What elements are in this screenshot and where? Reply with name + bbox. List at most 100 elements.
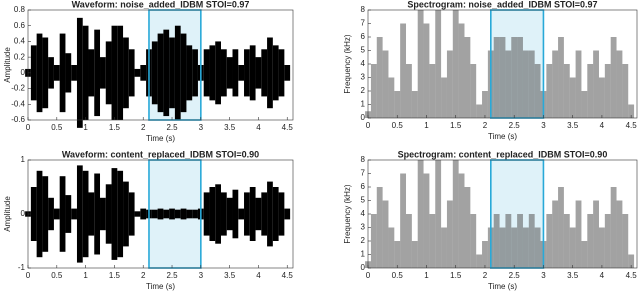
axes-box	[27, 9, 294, 121]
spectral-energy	[628, 104, 635, 118]
spectral-energy	[593, 200, 599, 268]
spectral-energy	[441, 77, 447, 118]
waveform-segment	[42, 176, 49, 252]
waveform-segment	[180, 208, 187, 220]
spectral-energy	[587, 214, 594, 268]
spectral-energy	[394, 241, 401, 268]
x-tick-label: 3.5	[224, 123, 236, 132]
waveform-segment	[76, 17, 83, 128]
x-tick-label: 2.5	[166, 123, 178, 132]
waveform-segment	[117, 170, 124, 258]
y-axis-label: Frequency (kHz)	[343, 34, 352, 93]
spectral-energy	[622, 214, 629, 268]
spectral-energy	[616, 50, 623, 118]
x-tick-label: 1	[83, 271, 88, 280]
waveform-segment	[238, 208, 245, 220]
spectral-energy	[400, 173, 407, 268]
y-tick-label: 2	[361, 236, 366, 245]
y-tick-label: 5	[361, 196, 366, 205]
y-tick-label: 1	[361, 100, 366, 109]
waveform-segment	[244, 49, 250, 97]
spectral-energy	[476, 104, 483, 118]
waveform-segment	[220, 49, 227, 97]
spectral-energy	[534, 64, 541, 118]
spectral-energy	[558, 187, 564, 268]
spectral-energy	[452, 10, 459, 118]
waveform-segment	[151, 209, 158, 219]
waveform-segment	[100, 197, 106, 231]
spectral-energy	[388, 227, 395, 268]
waveform-segment	[232, 189, 239, 239]
spectral-energy	[470, 214, 477, 268]
waveform-segment	[48, 197, 54, 231]
x-tick-label: 1.5	[450, 121, 462, 130]
waveform-segment	[261, 192, 268, 236]
waveform-segment	[59, 176, 66, 252]
waveform-segment	[192, 49, 198, 97]
waveform-segment	[272, 45, 279, 101]
x-tick-label: 3	[199, 271, 204, 280]
waveform-segment	[128, 192, 135, 236]
waveform-segment	[169, 208, 175, 220]
spectral-energy	[370, 64, 377, 118]
y-tick-label: 7	[361, 169, 366, 178]
spectral-energy	[493, 214, 500, 268]
chart-title: Spectrogram: noise_added_IDBM STOI=0.97	[407, 0, 597, 9]
waveform-segment	[88, 192, 95, 236]
y-tick-label: 3	[361, 223, 366, 232]
x-tick-label: 3.5	[567, 271, 579, 280]
spectral-energy	[429, 214, 436, 268]
waveform-segment	[111, 168, 118, 260]
spectral-energy	[505, 50, 512, 118]
spectral-energy	[370, 214, 377, 268]
spectral-energy	[517, 214, 523, 268]
y-tick-label: 0.2	[14, 52, 26, 61]
waveform-segment	[94, 173, 101, 255]
y-tick-label: 6	[361, 182, 366, 191]
x-tick-label: 2.5	[509, 121, 521, 130]
y-tick-label: 0.6	[14, 21, 26, 30]
spectral-energy	[482, 241, 488, 268]
waveform-segment	[36, 170, 43, 258]
waveform-segment	[134, 211, 141, 217]
waveform-segment	[261, 49, 268, 97]
spectral-energy	[499, 37, 506, 118]
spectral-energy	[476, 254, 483, 268]
spectral-energy	[511, 37, 518, 118]
spectral-energy	[499, 227, 506, 268]
y-tick-label: -1	[18, 263, 26, 272]
spectral-energy	[511, 227, 518, 268]
x-tick-label: 4.5	[626, 271, 638, 280]
x-axis-label: Time (s)	[146, 134, 175, 143]
y-tick-label: 7	[361, 19, 366, 28]
waveform-segment	[174, 209, 181, 219]
spectral-energy	[610, 187, 617, 268]
y-tick-label: 5	[361, 46, 366, 55]
x-tick-label: 1	[424, 271, 429, 280]
spectral-energy	[610, 37, 617, 118]
y-tick-label: 0.4	[14, 37, 26, 46]
waveform-segment	[255, 197, 262, 231]
x-tick-label: 2	[141, 123, 146, 132]
waveform-segment	[94, 29, 101, 117]
x-tick-label: 0	[366, 271, 371, 280]
spectral-energy	[587, 64, 594, 118]
x-tick-label: 0.5	[392, 121, 404, 130]
spectral-energy	[452, 160, 459, 268]
y-axis-label: Frequency (kHz)	[343, 184, 352, 243]
spectral-energy	[464, 37, 471, 118]
spectral-energy	[411, 91, 418, 118]
x-tick-label: 4.5	[282, 123, 294, 132]
waveform-segment	[238, 65, 245, 81]
waveform-segment	[203, 192, 210, 236]
waveform-segment	[169, 37, 175, 109]
spectral-energy	[604, 214, 611, 268]
spectral-energy	[569, 227, 576, 268]
waveform-segment	[157, 208, 164, 220]
waveform-segment	[192, 209, 198, 219]
x-tick-label: 1.5	[109, 123, 121, 132]
y-tick-label: 1	[21, 155, 26, 164]
waveform-segment	[163, 29, 170, 117]
x-tick-label: 2	[483, 121, 488, 130]
spectral-energy	[382, 50, 389, 118]
